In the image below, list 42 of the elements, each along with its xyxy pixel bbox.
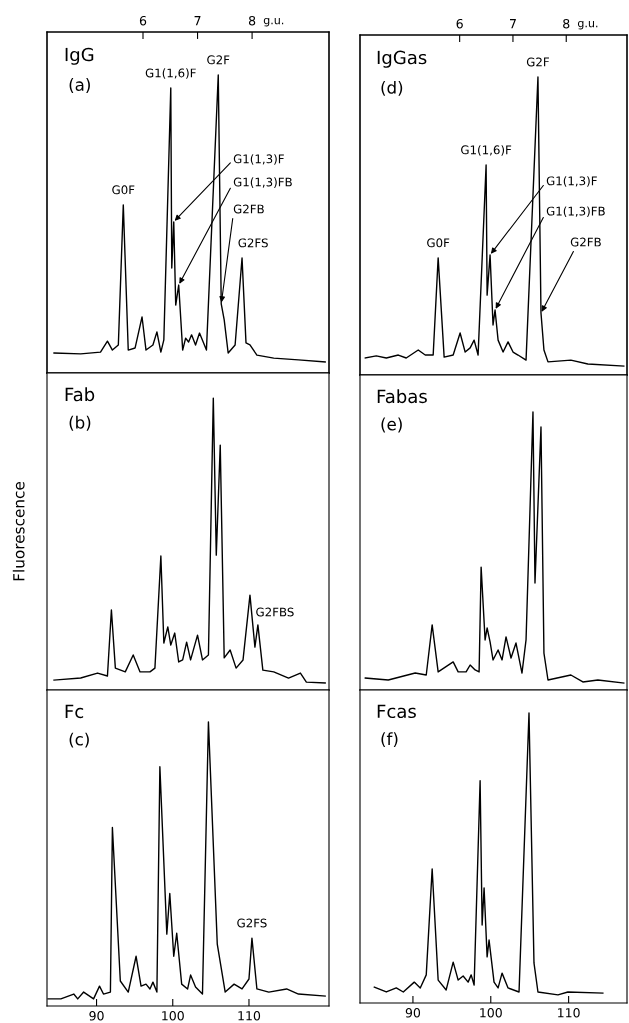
chart-title: IgGas xyxy=(377,50,427,68)
annotation: G2FB xyxy=(233,204,264,214)
x-tick-label: 100 xyxy=(480,1008,502,1018)
chart-title: Fabas xyxy=(377,389,427,404)
chart-title: Fc xyxy=(65,704,84,719)
chart-title: Fab xyxy=(65,387,95,402)
text: (f) xyxy=(381,732,398,748)
annotation: G0F xyxy=(427,238,450,248)
x-tick-label: 110 xyxy=(238,1011,261,1021)
chart-subtitle: (d) xyxy=(381,80,403,96)
x2-axis-title: g.u. xyxy=(263,17,284,27)
annotation: G2FS xyxy=(237,918,267,928)
annotation: G2FS xyxy=(238,238,268,248)
chart-title: IgG xyxy=(65,47,94,65)
chart-subtitle: (e) xyxy=(381,417,402,433)
chart-title: Fcas xyxy=(377,704,416,719)
annotation: G2F xyxy=(526,57,549,67)
x2-tick-label: 8 xyxy=(563,18,570,29)
x-tick-label: 100 xyxy=(162,1011,184,1021)
annotation: G2FB xyxy=(570,237,601,247)
y-axis-title: Fluorescence xyxy=(12,481,25,581)
text: (c) xyxy=(69,732,89,748)
x2-tick-label: 7 xyxy=(510,19,516,29)
text: (b) xyxy=(69,415,91,431)
x2-tick-label: 7 xyxy=(194,16,201,26)
annotation: G1(1,3)FB xyxy=(546,206,605,217)
annotation: G0F xyxy=(112,185,135,195)
annotation: G1(1,6)F xyxy=(145,68,196,79)
x2-tick-label: 6 xyxy=(139,15,147,26)
chart-subtitle: (a) xyxy=(69,78,90,93)
annotation: G1(1,3)F xyxy=(233,154,284,165)
x2-tick-label: 8 xyxy=(248,15,256,26)
x-tick-label: 110 xyxy=(558,1008,580,1018)
annotation: G2FBS xyxy=(256,607,294,617)
x2-axis-title: g.u. xyxy=(577,20,598,30)
annotation: G1(1,6)F xyxy=(461,145,512,156)
annotation: G1(1,3)F xyxy=(546,176,597,187)
annotation: G1(1,3)FB xyxy=(233,177,292,188)
x-tick-label: 90 xyxy=(405,1008,421,1018)
x2-tick-label: 6 xyxy=(456,18,463,29)
x-tick-label: 90 xyxy=(89,1011,104,1021)
annotation: G2F xyxy=(207,55,230,65)
